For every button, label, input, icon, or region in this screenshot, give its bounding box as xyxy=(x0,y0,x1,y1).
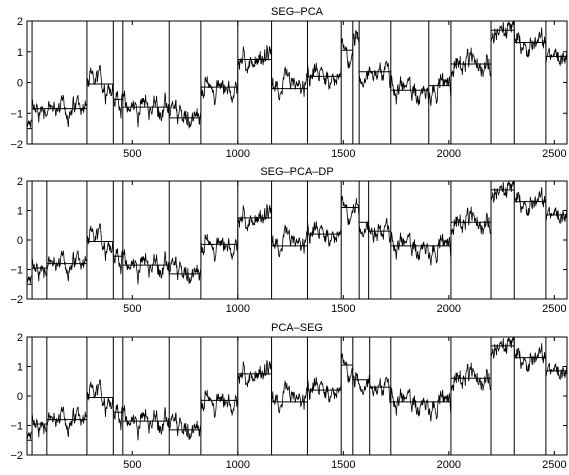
x-tick-label: 1500 xyxy=(331,148,355,160)
x-tick-label: 1000 xyxy=(226,459,250,471)
x-tick-label: 1000 xyxy=(226,303,250,315)
y-tick-label: 0 xyxy=(17,391,23,403)
y-tick-label: −2 xyxy=(10,139,23,151)
y-tick-label: 0 xyxy=(17,235,23,247)
x-tick-label: 500 xyxy=(123,148,141,160)
signal-trace xyxy=(26,20,568,129)
x-tick-label: 2000 xyxy=(437,303,461,315)
x-tick-label: 2500 xyxy=(542,459,566,471)
y-tick-label: 1 xyxy=(17,47,23,59)
y-tick-label: −2 xyxy=(10,450,23,462)
x-tick-label: 2000 xyxy=(437,148,461,160)
x-tick-label: 1000 xyxy=(226,148,250,160)
y-tick-label: 2 xyxy=(17,16,23,28)
y-tick-label: −1 xyxy=(10,108,23,120)
x-tick-label: 2500 xyxy=(542,303,566,315)
x-tick-label: 2500 xyxy=(542,148,566,160)
y-tick-label: −1 xyxy=(10,421,23,433)
x-tick-label: 1500 xyxy=(331,303,355,315)
x-tick-label: 500 xyxy=(123,303,141,315)
y-tick-label: 2 xyxy=(17,332,23,344)
y-tick-label: −1 xyxy=(10,265,23,277)
y-tick-label: −2 xyxy=(10,294,23,306)
panel-title: SEG–PCA–DP xyxy=(260,166,333,178)
panel-title: SEG–PCA xyxy=(271,6,324,18)
x-tick-label: 500 xyxy=(123,459,141,471)
y-tick-label: 1 xyxy=(17,362,23,374)
signal-trace xyxy=(26,180,568,285)
y-tick-label: 1 xyxy=(17,206,23,218)
signal-trace xyxy=(26,336,568,441)
y-tick-label: 0 xyxy=(17,78,23,90)
panel-title: PCA–SEG xyxy=(271,322,323,334)
y-tick-label: 2 xyxy=(17,176,23,188)
x-tick-label: 2000 xyxy=(437,459,461,471)
x-tick-label: 1500 xyxy=(331,459,355,471)
